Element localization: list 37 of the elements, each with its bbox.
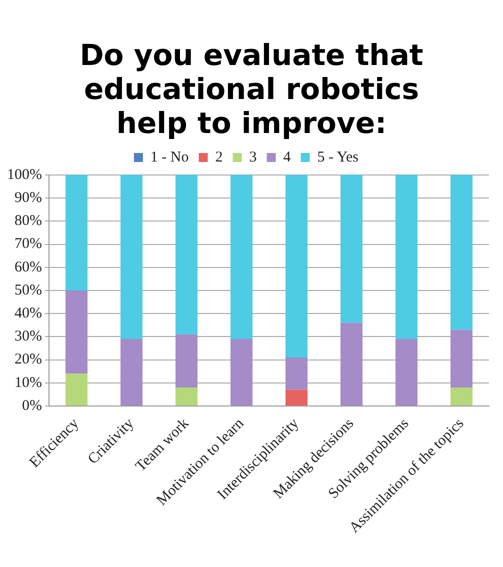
- bar: [286, 357, 308, 390]
- y-tick-label: 10%: [14, 374, 42, 391]
- legend-label: 5 - Yes: [317, 149, 359, 166]
- legend-label: 1 - No: [150, 149, 189, 166]
- bar: [396, 175, 418, 339]
- chart-title: Do you evaluate that educational robotics help to improve:: [78, 38, 424, 140]
- bar: [175, 175, 198, 334]
- legend-label: 3: [249, 149, 257, 166]
- bar: [175, 387, 198, 406]
- bar: [450, 175, 472, 330]
- y-tick-label: 40%: [14, 306, 42, 322]
- y-tick-label: 0%: [22, 398, 42, 414]
- legend-label: 2: [215, 149, 223, 166]
- legend-label: 4: [283, 149, 292, 166]
- y-tick-label: 60%: [14, 259, 42, 276]
- bar: [120, 338, 142, 406]
- bar: [286, 390, 308, 406]
- bar: [230, 175, 252, 339]
- y-tick-label: 100%: [6, 166, 42, 183]
- bar: [450, 330, 472, 388]
- bar: [65, 374, 88, 406]
- y-tick-label: 70%: [14, 236, 42, 252]
- bar: [396, 338, 418, 406]
- bar: [450, 387, 472, 406]
- y-tick-label: 90%: [14, 190, 42, 206]
- bar: [230, 338, 252, 406]
- bar: [175, 334, 198, 388]
- y-tick-label: 20%: [14, 352, 42, 368]
- bar: [120, 175, 142, 339]
- bar: [340, 175, 362, 323]
- bar: [286, 175, 308, 358]
- y-tick-label: 80%: [14, 213, 42, 230]
- bar: [65, 290, 88, 374]
- bar: [65, 175, 88, 290]
- y-tick-label: 50%: [14, 282, 42, 298]
- y-tick-label: 30%: [14, 328, 42, 345]
- bar: [340, 322, 362, 406]
